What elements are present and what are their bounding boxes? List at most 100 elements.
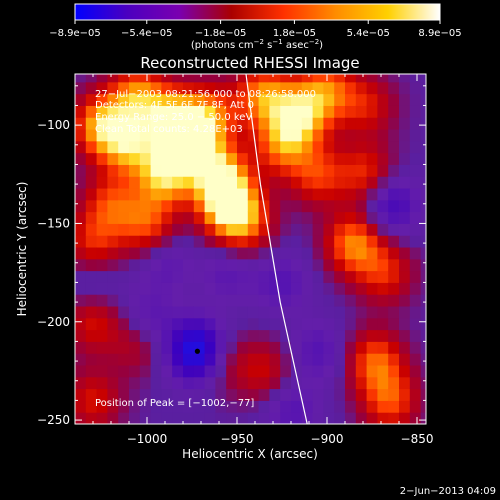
heatmap-cell <box>399 129 411 142</box>
heatmap-cell <box>345 258 357 272</box>
heatmap-cell <box>150 353 162 366</box>
heatmap-cell <box>85 306 98 319</box>
heatmap-cell <box>280 176 292 189</box>
heatmap-cell <box>118 282 130 295</box>
heatmap-cell <box>366 140 378 154</box>
heatmap-cell <box>247 353 260 366</box>
heatmap-cell <box>75 329 87 342</box>
heatmap-cell <box>377 74 389 83</box>
x-axis: −1000 −950 −900 −850 <box>74 74 433 446</box>
heatmap-cell <box>355 365 368 378</box>
solar-limb-curve <box>245 74 308 424</box>
heatmap-cell <box>366 164 378 177</box>
heatmap-cell <box>118 270 130 283</box>
heatmap-cell <box>355 376 368 390</box>
heatmap-cell <box>172 306 184 319</box>
heatmap-cell <box>139 329 152 342</box>
heatmap-cell <box>161 282 173 295</box>
heatmap-cell <box>280 258 292 272</box>
heatmap-cell <box>366 211 378 224</box>
heatmap-cell <box>323 400 335 413</box>
heatmap-cell <box>269 188 281 201</box>
heatmap-cell <box>280 247 292 260</box>
heatmap-cell <box>237 376 249 390</box>
heatmap-cell <box>107 152 119 165</box>
heatmap-cell <box>172 294 184 307</box>
heatmap-cell <box>269 235 281 248</box>
heatmap-cell <box>312 365 324 378</box>
heatmap-cell <box>75 140 87 154</box>
heatmap-cell <box>172 129 184 142</box>
heatmap-cell <box>85 93 98 106</box>
heatmap-cell <box>355 152 368 165</box>
colorbar-units-sup: −1 <box>272 38 282 46</box>
heatmap-cell <box>334 93 346 106</box>
heatmap-cell <box>75 74 87 83</box>
heatmap-cell <box>129 282 141 295</box>
heatmap-cell <box>139 74 152 83</box>
heatmap-cell <box>345 270 357 283</box>
heatmap-cell <box>269 388 281 401</box>
heatmap-cell <box>150 235 162 248</box>
heatmap-cell <box>377 188 389 201</box>
heatmap-cell <box>258 152 270 165</box>
heatmap-cell <box>280 223 292 236</box>
heatmap-cell <box>334 258 346 272</box>
colorbar-tick-label: −5.4e−05 <box>121 28 173 39</box>
heatmap-cell <box>150 341 162 354</box>
heatmap-cell <box>204 376 216 390</box>
heatmap-cell <box>150 129 162 142</box>
heatmap-cell <box>193 129 206 142</box>
heatmap-cell <box>215 258 227 272</box>
heatmap-cell <box>258 353 270 366</box>
heatmap-cell <box>96 140 108 154</box>
heatmap-cell <box>334 353 346 366</box>
heatmap-cell <box>107 129 119 142</box>
heatmap-cell <box>377 235 389 248</box>
heatmap-cell <box>204 117 216 130</box>
heatmap-cell <box>280 74 292 83</box>
heatmap-cell <box>172 270 184 283</box>
heatmap-cell <box>366 365 378 378</box>
heatmap-cell <box>377 140 389 154</box>
colorbar-units-sup: −2 <box>254 38 264 46</box>
heatmap-cell <box>366 129 378 142</box>
heatmap-cell <box>183 412 195 424</box>
heatmap-cell <box>118 258 130 272</box>
heatmap-cell <box>129 258 141 272</box>
heatmap-cell <box>75 400 87 413</box>
heatmap-cell <box>312 152 324 165</box>
heatmap-cell <box>226 129 238 142</box>
heatmap-cell <box>280 317 292 331</box>
heatmap-cell <box>409 247 422 260</box>
heatmap-cell <box>312 258 324 272</box>
heatmap-cell <box>139 258 152 272</box>
heatmap-cell <box>161 129 173 142</box>
heatmap-cell <box>215 164 227 177</box>
heatmap-cell <box>323 188 335 201</box>
heatmap-cell <box>85 188 98 201</box>
heatmap-cell <box>420 140 426 154</box>
heatmap-cell <box>75 164 87 177</box>
colorbar <box>74 3 441 21</box>
heatmap-cell <box>399 164 411 177</box>
heatmap-cell <box>226 388 238 401</box>
heatmap-cell <box>75 105 87 118</box>
heatmap-cell <box>301 412 314 424</box>
heatmap-cell <box>312 294 324 307</box>
heatmap-cell <box>334 341 346 354</box>
heatmap-cell <box>129 317 141 331</box>
heatmap-cell <box>183 341 195 354</box>
heatmap-cell <box>118 140 130 154</box>
heatmap-cell <box>291 199 303 213</box>
heatmap-cell <box>366 117 378 130</box>
heatmap-cell <box>226 81 238 95</box>
heatmap-cell <box>85 140 98 154</box>
heatmap-cell <box>269 258 281 272</box>
heatmap-cell <box>85 152 98 165</box>
heatmap-cell <box>161 140 173 154</box>
heatmap-cell <box>280 388 292 401</box>
heatmap-cell <box>388 270 400 283</box>
heatmap-cell <box>150 164 162 177</box>
heatmap-cell <box>301 341 314 354</box>
